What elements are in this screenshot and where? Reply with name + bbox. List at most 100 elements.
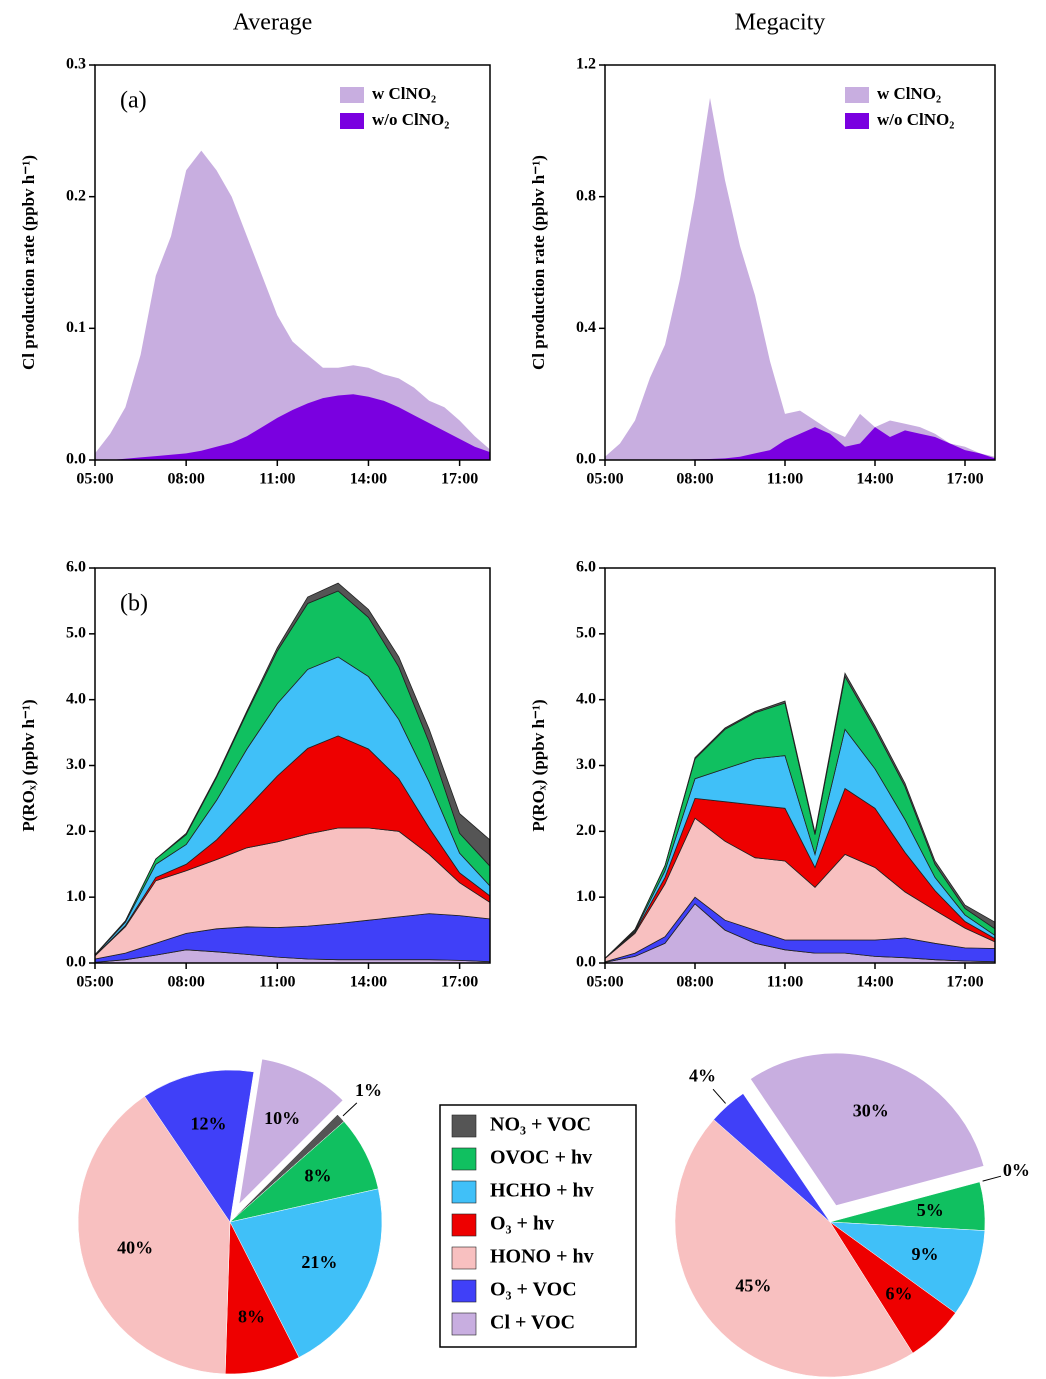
y-tick-label: 1.0 xyxy=(66,888,86,905)
legend-swatch xyxy=(451,1312,477,1336)
x-tick-label: 14:00 xyxy=(856,471,893,488)
column-title: Average xyxy=(233,10,313,36)
leader-line xyxy=(982,1175,1002,1182)
x-tick-label: 08:00 xyxy=(167,471,204,488)
column-title: Megacity xyxy=(735,10,826,36)
pie-slice xyxy=(713,1093,831,1223)
area xyxy=(95,150,490,460)
y-tick-label: 3.0 xyxy=(66,756,86,773)
legend-label: HCHO + hv xyxy=(490,1180,594,1202)
x-tick-label: 05:00 xyxy=(76,974,113,991)
slice-label: 21% xyxy=(301,1252,337,1272)
pie-slice xyxy=(746,1050,988,1209)
legend-swatch xyxy=(451,1213,477,1237)
leader-line xyxy=(342,1102,358,1117)
x-tick-label: 11:00 xyxy=(767,471,803,488)
x-tick-label: 11:00 xyxy=(767,974,803,991)
y-tick-label: 0.4 xyxy=(576,319,596,336)
legend-swatch xyxy=(451,1114,477,1138)
legend-label: O₃ + hv xyxy=(490,1213,554,1235)
pie-slice xyxy=(144,1069,255,1223)
legend-swatch xyxy=(340,87,364,103)
legend-label: O₃ + VOC xyxy=(490,1279,577,1301)
legend-swatch xyxy=(451,1147,477,1171)
x-tick-label: 17:00 xyxy=(946,974,983,991)
slice-label: 12% xyxy=(190,1114,226,1134)
slice-label: 10% xyxy=(264,1108,300,1128)
slice-label: 8% xyxy=(305,1165,332,1185)
legend-swatch xyxy=(845,113,869,129)
x-tick-label: 05:00 xyxy=(76,471,113,488)
pie-slice xyxy=(829,1221,986,1314)
x-tick-label: 14:00 xyxy=(350,974,387,991)
legend-label: w ClNO₂ xyxy=(877,84,941,103)
y-tick-label: 0.0 xyxy=(576,954,596,971)
legend-label: w/o ClNO₂ xyxy=(372,110,449,129)
x-tick-label: 14:00 xyxy=(856,974,893,991)
legend-swatch xyxy=(451,1279,477,1303)
y-axis-label: Cl production rate (ppbv h⁻¹) xyxy=(19,155,38,370)
y-tick-label: 0.0 xyxy=(66,451,86,468)
slice-label: 0% xyxy=(1003,1160,1030,1180)
x-tick-label: 08:00 xyxy=(676,471,713,488)
pie-slice xyxy=(229,1188,383,1358)
pie-slice xyxy=(77,1095,231,1375)
pie-slice xyxy=(235,1055,347,1213)
legend-label: Cl + VOC xyxy=(490,1312,575,1334)
y-tick-label: 6.0 xyxy=(66,559,86,576)
y-tick-label: 0.2 xyxy=(66,187,86,204)
y-tick-label: 4.0 xyxy=(576,690,596,707)
pie-slice xyxy=(674,1119,914,1378)
y-tick-label: 3.0 xyxy=(576,756,596,773)
legend-label: HONO + hv xyxy=(490,1246,594,1268)
y-tick-label: 6.0 xyxy=(576,559,596,576)
slice-label: 8% xyxy=(238,1307,265,1327)
x-tick-label: 14:00 xyxy=(350,471,387,488)
slice-label: 9% xyxy=(911,1244,938,1264)
slice-label: 40% xyxy=(117,1238,153,1258)
x-tick-label: 17:00 xyxy=(441,974,478,991)
x-tick-label: 11:00 xyxy=(259,471,295,488)
x-tick-label: 08:00 xyxy=(167,974,204,991)
legend-label: w ClNO₂ xyxy=(372,84,436,103)
area xyxy=(605,427,995,460)
y-tick-label: 0.3 xyxy=(66,56,86,73)
legend-label: w/o ClNO₂ xyxy=(877,110,954,129)
y-tick-label: 5.0 xyxy=(66,625,86,642)
plot-frame xyxy=(94,64,491,461)
area xyxy=(605,97,995,461)
y-axis-label: Cl production rate (ppbv h⁻¹) xyxy=(529,155,548,370)
y-tick-label: 0.1 xyxy=(66,319,86,336)
legend-label: OVOC + hv xyxy=(490,1147,592,1169)
area xyxy=(95,394,490,460)
legend-swatch xyxy=(451,1180,477,1204)
y-axis-label: P(ROₓ) (ppbv h⁻¹) xyxy=(19,699,38,831)
y-tick-label: 1.0 xyxy=(576,888,596,905)
y-tick-label: 2.0 xyxy=(576,822,596,839)
legend-swatch xyxy=(340,113,364,129)
legend-swatch xyxy=(845,87,869,103)
x-tick-label: 11:00 xyxy=(259,974,295,991)
y-tick-label: 0.0 xyxy=(576,451,596,468)
leader-line xyxy=(712,1088,726,1104)
slice-label: 4% xyxy=(689,1065,716,1085)
y-tick-label: 4.0 xyxy=(66,690,86,707)
y-tick-label: 2.0 xyxy=(66,822,86,839)
slice-label: 5% xyxy=(917,1200,944,1220)
panel-label: (b) xyxy=(120,591,148,617)
x-tick-label: 05:00 xyxy=(586,974,623,991)
plot-frame xyxy=(604,64,996,461)
slice-label: 1% xyxy=(355,1080,382,1100)
x-tick-label: 05:00 xyxy=(586,471,623,488)
x-tick-label: 17:00 xyxy=(441,471,478,488)
x-tick-label: 08:00 xyxy=(676,974,713,991)
slice-label: 45% xyxy=(735,1275,771,1295)
slice-label: 30% xyxy=(853,1101,889,1121)
y-tick-label: 5.0 xyxy=(576,625,596,642)
slice-label: 6% xyxy=(885,1284,912,1304)
legend-label: NO₃ + VOC xyxy=(490,1114,591,1136)
x-tick-label: 17:00 xyxy=(946,471,983,488)
y-tick-label: 0.8 xyxy=(576,187,596,204)
y-tick-label: 1.2 xyxy=(576,56,596,73)
